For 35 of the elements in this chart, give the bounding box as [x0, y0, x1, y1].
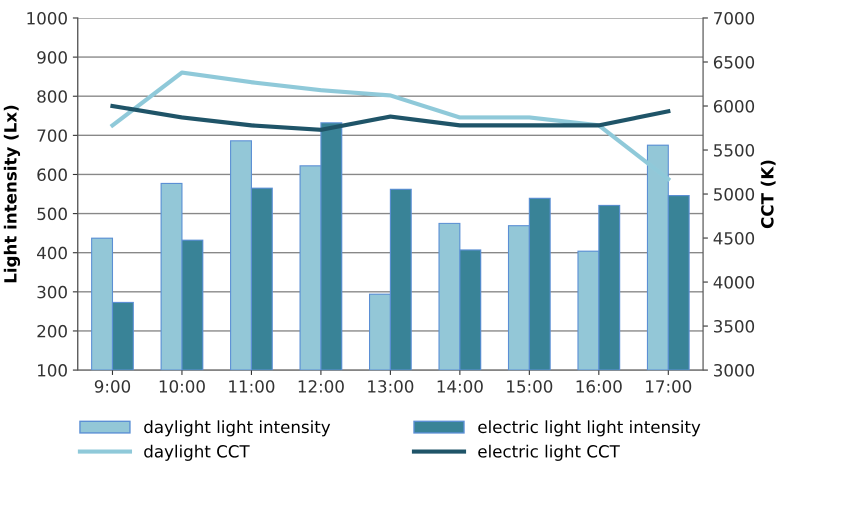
y-tick-label: 1000 [27, 12, 67, 25]
legend-label: daylight CCT [144, 444, 250, 461]
y2-tick-label: 6000 [714, 100, 754, 113]
y-tick-label: 600 [37, 168, 67, 182]
y-tick-label: 100 [38, 364, 67, 377]
y-axis-title: Light intensity (Lx) [4, 106, 20, 282]
x-tick-label: 16:00 [576, 380, 622, 393]
y-tick-label: 800 [37, 90, 67, 103]
y2-tick-label: 7000 [714, 12, 754, 25]
x-tick-label: 11:00 [229, 380, 274, 393]
y2-tick-label: 3500 [714, 320, 754, 333]
x-tick-label: 13:00 [368, 380, 414, 393]
legend-label: daylight light intensity [144, 420, 330, 436]
y2-tick-label: 3000 [714, 364, 754, 377]
x-tick-label: 15:00 [507, 380, 552, 393]
y2-tick-label: 5000 [714, 188, 754, 201]
x-tick-label: 10:00 [160, 380, 205, 393]
y-tick-label: 900 [37, 51, 67, 64]
y-tick-label: 400 [37, 246, 67, 260]
y-tick-label: 700 [38, 129, 67, 142]
x-tick-label: 14:00 [438, 380, 483, 393]
x-tick-label: 9:00 [94, 380, 130, 393]
y2-tick-label: 5500 [714, 144, 754, 157]
y2-axis-title: CCT (K) [760, 160, 776, 228]
y2-tick-label: 4500 [714, 232, 754, 245]
legend-label: electric light CCT [478, 444, 620, 461]
x-tick-label: 17:00 [646, 380, 692, 393]
y-tick-label: 200 [37, 324, 67, 338]
line-series [110, 104, 670, 132]
y2-tick-label: 6500 [714, 56, 754, 69]
y-tick-label: 500 [37, 208, 67, 220]
x-tick-label: 12:00 [298, 380, 344, 393]
y-tick-label: 300 [37, 286, 67, 298]
y2-tick-label: 4000 [714, 276, 754, 289]
legend-label: electric light light intensity [478, 420, 700, 436]
